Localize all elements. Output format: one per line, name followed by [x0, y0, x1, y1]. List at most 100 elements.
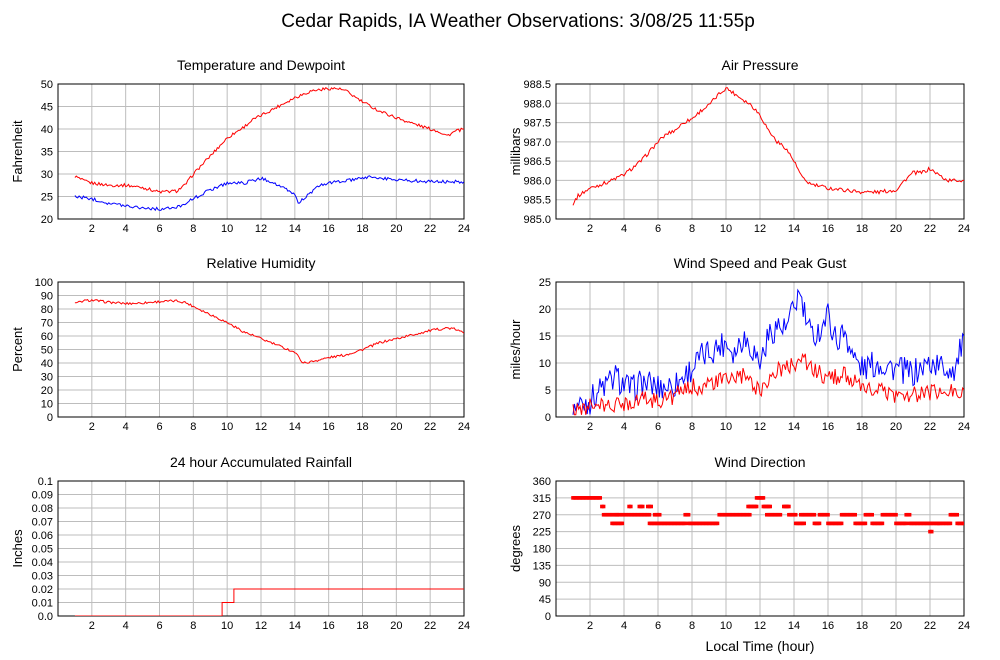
x-tick-label: 10 [720, 223, 732, 235]
direction-point [686, 512, 691, 517]
x-tick-label: 8 [190, 421, 196, 433]
direction-point [812, 512, 817, 517]
y-tick-label: 0.09 [32, 490, 53, 502]
panel-title: Temperature and Dewpoint [177, 57, 345, 73]
y-tick-label: 0.07 [32, 517, 53, 529]
x-tick-label: 4 [123, 223, 129, 235]
x-tick-label: 10 [221, 421, 233, 433]
y-tick-label: 0.05 [32, 544, 53, 556]
direction-point [904, 521, 908, 526]
y-tick-label: 15 [539, 331, 551, 343]
y-axis-label: degrees [508, 525, 523, 572]
x-tick-label: 16 [822, 620, 834, 632]
x-tick-label: 6 [156, 223, 162, 235]
plot-frame [555, 281, 965, 418]
data-layer [572, 87, 964, 206]
x-tick-label: 24 [458, 620, 470, 632]
direction-point [839, 521, 844, 526]
y-tick-label: 0.03 [32, 571, 53, 583]
x-tick-label: 6 [655, 421, 661, 433]
temp-series-1-line [74, 175, 464, 212]
direction-point [802, 521, 806, 526]
y-tick-label: 0 [545, 611, 551, 623]
direction-point [768, 504, 772, 509]
y-tick-label: 315 [533, 493, 551, 505]
plot-frame [57, 83, 465, 220]
direction-point [929, 529, 934, 534]
direction-point [853, 512, 857, 517]
plot-frame [555, 83, 965, 220]
x-tick-label: 16 [323, 421, 335, 433]
x-tick-label: 8 [190, 620, 196, 632]
y-tick-label: 988.0 [523, 98, 551, 110]
y-tick-label: 986.5 [523, 156, 551, 168]
y-tick-label: 45 [41, 102, 53, 114]
x-tick-label: 2 [587, 223, 593, 235]
x-tick-label: 24 [458, 421, 470, 433]
y-tick-label: 90 [41, 291, 53, 303]
y-tick-label: 180 [533, 544, 551, 556]
x-tick-label: 22 [424, 421, 436, 433]
x-tick-label: 2 [89, 421, 95, 433]
x-tick-label: 20 [890, 223, 902, 235]
y-tick-label: 100 [35, 277, 53, 289]
x-tick-label: 12 [255, 620, 267, 632]
direction-point [894, 512, 898, 517]
y-axis-label: Percent [10, 327, 25, 372]
x-tick-label: 20 [390, 620, 402, 632]
panel-title: Wind Speed and Peak Gust [674, 255, 847, 271]
y-tick-label: 985.0 [523, 214, 551, 226]
x-tick-label: 12 [754, 223, 766, 235]
x-tick-label: 10 [720, 620, 732, 632]
direction-point [640, 504, 645, 509]
direction-point [826, 512, 830, 517]
y-tick-label: 0.04 [32, 557, 53, 569]
x-tick-label: 16 [822, 421, 834, 433]
data-layer [74, 298, 464, 364]
x-tick-label: 12 [754, 421, 766, 433]
y-tick-label: 0.08 [32, 503, 53, 515]
direction-point [657, 512, 662, 517]
x-tick-label: 14 [788, 620, 800, 632]
x-tick-label: 2 [89, 620, 95, 632]
y-tick-label: 988.5 [523, 79, 551, 91]
direction-point [962, 521, 964, 526]
y-tick-label: 0.0 [38, 611, 53, 623]
y-axis-label: millibars [508, 127, 523, 175]
x-tick-label: 4 [123, 620, 129, 632]
x-tick-label: 10 [720, 421, 732, 433]
y-tick-label: 986.0 [523, 175, 551, 187]
x-tick-label: 8 [689, 421, 695, 433]
panel-title: Relative Humidity [207, 255, 316, 271]
figure-title: Cedar Rapids, IA Weather Observations: 3… [281, 11, 755, 32]
y-axis-label: Inches [10, 529, 25, 568]
x-tick-label: 18 [356, 223, 368, 235]
x-tick-label: 4 [621, 620, 627, 632]
y-tick-label: 60 [41, 331, 53, 343]
direction-point [955, 512, 959, 517]
x-tick-label: 6 [156, 620, 162, 632]
y-axis-label: Fahrenheit [10, 120, 25, 183]
y-tick-label: 987.5 [523, 118, 551, 130]
y-tick-label: 0 [47, 412, 53, 424]
x-tick-label: 22 [924, 223, 936, 235]
x-tick-label: 22 [924, 421, 936, 433]
plot-frame [57, 281, 465, 418]
y-tick-label: 45 [539, 594, 551, 606]
y-tick-label: 0.06 [32, 530, 53, 542]
y-tick-label: 70 [41, 318, 53, 330]
x-tick-label: 6 [156, 421, 162, 433]
x-tick-label: 14 [289, 223, 301, 235]
x-tick-label: 16 [822, 223, 834, 235]
x-tick-label: 18 [356, 620, 368, 632]
x-tick-label: 22 [424, 223, 436, 235]
y-tick-label: 20 [41, 385, 53, 397]
y-tick-label: 135 [533, 560, 551, 572]
y-tick-label: 987.0 [523, 137, 551, 149]
x-tick-label: 14 [289, 421, 301, 433]
